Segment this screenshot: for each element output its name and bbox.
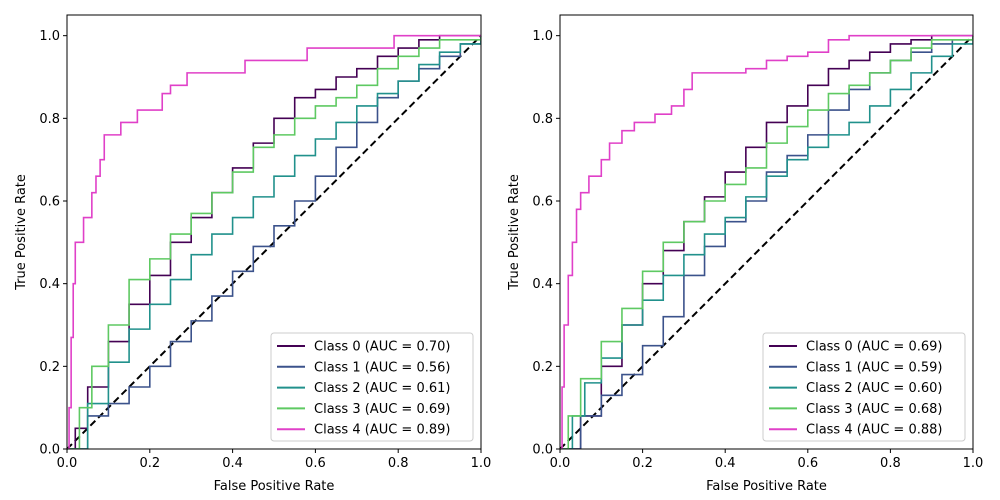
y-tick-label: 0.6 xyxy=(532,195,553,210)
y-axis-label: True Positive Rate xyxy=(14,174,29,291)
y-tick-label: 0.2 xyxy=(532,360,553,375)
x-tick-label: 0.4 xyxy=(715,456,736,471)
roc-curve-class-3 xyxy=(560,35,973,449)
axes-frame xyxy=(559,14,974,450)
x-tick-label: 0.2 xyxy=(632,456,653,471)
x-tick-label: 1.0 xyxy=(963,456,984,471)
roc-curve-class-4 xyxy=(560,34,973,449)
legend-label: Class 3 (AUC = 0.68) xyxy=(806,402,942,417)
roc-curve-class-3 xyxy=(67,35,481,449)
legend: Class 0 (AUC = 0.70) Class 1 (AUC = 0.56)… xyxy=(270,332,474,442)
axes-frame xyxy=(66,14,482,450)
x-tick-label: 0.8 xyxy=(880,456,901,471)
y-tick-label: 0.8 xyxy=(39,112,60,127)
legend-label: Class 1 (AUC = 0.56) xyxy=(314,360,450,375)
y-axis-label: True Positive Rate xyxy=(507,174,522,291)
x-tick-label: 0.8 xyxy=(388,456,409,471)
y-tick-label: 1.0 xyxy=(39,29,60,44)
x-tick-label: 0.0 xyxy=(57,456,78,471)
legend-box xyxy=(762,332,966,442)
legend-label: Class 2 (AUC = 0.60) xyxy=(806,381,942,396)
legend-label: Class 4 (AUC = 0.88) xyxy=(806,423,942,438)
y-tick-label: 0.4 xyxy=(532,277,553,292)
roc-curves xyxy=(67,34,481,449)
legend-label: Class 1 (AUC = 0.59) xyxy=(806,360,942,375)
x-axis-label: False Positive Rate xyxy=(706,479,827,494)
legend-label: Class 3 (AUC = 0.69) xyxy=(314,402,450,417)
y-tick-label: 0.4 xyxy=(39,277,60,292)
x-tick-label: 0.4 xyxy=(222,456,243,471)
x-tick-label: 1.0 xyxy=(471,456,492,471)
chance-diagonal-line xyxy=(559,34,974,450)
y-tick-label: 0.2 xyxy=(39,360,60,375)
y-tick-label: 0.0 xyxy=(39,443,60,458)
roc-curves xyxy=(560,34,973,449)
y-tick-label: 0.8 xyxy=(532,112,553,127)
roc-panel-left: 0.0 0.2 0.4 0.6 0.8 1.0 0.0 0.2 0.4 0.6 0.8 1.0 Fals… xyxy=(14,14,492,494)
roc-panel-right: 0.0 0.2 0.4 0.6 0.8 1.0 0.0 0.2 0.4 0.6 0.8 1.0 Fals… xyxy=(507,14,984,494)
x-tick-label: 0.0 xyxy=(550,456,571,471)
y-tick-label: 0.6 xyxy=(39,195,60,210)
roc-curve-class-2 xyxy=(67,35,481,449)
roc-curve-class-2 xyxy=(560,35,973,449)
x-axis-label: False Positive Rate xyxy=(214,479,335,494)
legend-label: Class 4 (AUC = 0.89) xyxy=(314,423,450,438)
legend: Class 0 (AUC = 0.69) Class 1 (AUC = 0.59)… xyxy=(762,332,966,442)
roc-curve-class-4 xyxy=(67,34,481,449)
legend-label: Class 0 (AUC = 0.70) xyxy=(314,340,450,355)
x-tick-label: 0.6 xyxy=(305,456,326,471)
legend-label: Class 2 (AUC = 0.61) xyxy=(314,381,450,396)
legend-box xyxy=(270,332,474,442)
x-tick-label: 0.2 xyxy=(139,456,160,471)
legend-label: Class 0 (AUC = 0.69) xyxy=(806,340,942,355)
y-tick-label: 0.0 xyxy=(532,443,553,458)
x-tick-label: 0.6 xyxy=(797,456,818,471)
y-tick-label: 1.0 xyxy=(532,29,553,44)
